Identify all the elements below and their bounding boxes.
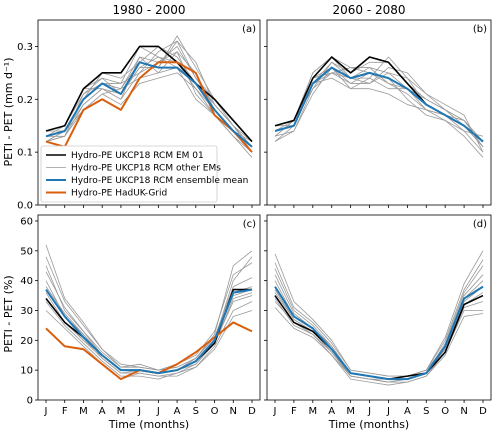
axes-frame xyxy=(37,19,261,206)
series-line-other-5 xyxy=(274,61,484,142)
legend-entry-label: Hydro-PE UKCP18 RCM other EMs xyxy=(71,164,221,174)
panel-d: (d)J F M A M J J A S O N D xyxy=(264,214,492,417)
series-line-mean-11 xyxy=(274,66,484,143)
x-axis-label-left: Time (months) xyxy=(108,418,189,431)
series-line-other-6 xyxy=(45,51,253,148)
panel-label: (c) xyxy=(243,219,256,230)
series-line-other-0 xyxy=(45,51,253,148)
series-line-mean-11 xyxy=(45,288,253,375)
x-tick-label: M xyxy=(308,406,317,417)
series-line-mean-11 xyxy=(274,285,484,381)
column-title-left: 1980 - 2000 xyxy=(112,3,185,17)
series-line-other-6 xyxy=(45,271,253,371)
x-tick-label: J xyxy=(44,406,48,417)
x-tick-label: J xyxy=(386,406,390,417)
x-axis-label-right: Time (months) xyxy=(328,418,409,431)
panel-a: (a) 0.0 0.1 0.2 0.3 xyxy=(17,19,261,212)
axes-frame xyxy=(37,214,261,401)
y-tick-label: 0.2 xyxy=(17,95,33,106)
panel-b: (b) xyxy=(264,19,492,208)
x-tick-label: M xyxy=(346,406,355,417)
series-line-other-6 xyxy=(275,72,484,148)
series-line-other-9 xyxy=(45,256,253,371)
x-tick-label: A xyxy=(174,406,181,417)
series-line-other-8 xyxy=(274,259,484,377)
y-tick-label: 30 xyxy=(20,306,33,317)
y-tick-label: 50 xyxy=(20,246,33,257)
series-line-other-5 xyxy=(274,307,484,386)
x-tick-label: O xyxy=(441,406,449,417)
x-tick-label: O xyxy=(211,406,219,417)
panel-label: (a) xyxy=(242,24,256,35)
y-tick-label: 0.1 xyxy=(17,148,33,159)
series-line-other-7 xyxy=(274,67,484,153)
y-tick-label: 0.3 xyxy=(17,42,33,53)
y-axis-label-top: PETI - PET (mm d⁻¹) xyxy=(2,57,15,166)
series-line-other-0 xyxy=(45,244,253,371)
series-line-other-1 xyxy=(45,40,253,142)
x-tick-label: S xyxy=(423,406,429,417)
series-line-mean-12 xyxy=(45,61,253,148)
series-line-other-0 xyxy=(274,61,484,142)
x-tick-label: J xyxy=(367,406,371,417)
legend-entry-label: Hydro-PE UKCP18 RCM ensemble mean xyxy=(71,176,248,186)
x-tick-label: F xyxy=(291,406,297,417)
column-title-right: 2060 - 2080 xyxy=(332,3,405,17)
series-line-obs-13 xyxy=(45,61,253,153)
x-tick-label: A xyxy=(328,406,335,417)
series-line-other-5 xyxy=(45,310,253,380)
y-tick-label: 40 xyxy=(20,276,33,287)
series-line-other-10 xyxy=(45,40,253,153)
panel-label: (b) xyxy=(473,24,487,35)
series-line-other-8 xyxy=(274,56,484,142)
x-tick-label: N xyxy=(230,406,237,417)
x-tick-label: D xyxy=(248,406,256,417)
series-line-other-0 xyxy=(274,250,484,377)
axes-frame xyxy=(266,19,492,206)
x-tick-label: J xyxy=(137,406,141,417)
x-tick-label: A xyxy=(404,406,411,417)
series-line-other-3 xyxy=(274,67,484,153)
x-tick-label: F xyxy=(62,406,68,417)
legend-entry-label: Hydro-PE UKCP18 RCM EM 01 xyxy=(71,151,204,161)
x-tick-label: M xyxy=(117,406,126,417)
series-line-em01-10 xyxy=(274,294,484,380)
x-tick-label: D xyxy=(479,406,487,417)
series-line-other-8 xyxy=(45,46,253,148)
x-tick-label: S xyxy=(193,406,199,417)
series-line-other-1 xyxy=(45,256,253,374)
y-axis-label-bottom: PETI - PET (%) xyxy=(2,275,15,352)
series-line-em01-11 xyxy=(45,45,253,143)
y-tick-label: 0.0 xyxy=(17,201,33,212)
x-tick-label: J xyxy=(156,406,160,417)
panel-label: (d) xyxy=(473,219,487,230)
series-line-other-4 xyxy=(274,298,483,383)
legend-entry-label: Hydro-PE HadUK-Grid xyxy=(71,189,167,199)
x-tick-label: J xyxy=(273,406,277,417)
x-tick-label: N xyxy=(460,406,467,417)
y-tick-label: 60 xyxy=(20,216,33,227)
legend-box xyxy=(40,145,218,203)
series-line-other-4 xyxy=(45,301,253,380)
y-tick-label: 10 xyxy=(20,366,33,377)
series-line-other-5 xyxy=(46,46,253,148)
x-tick-label: A xyxy=(99,406,106,417)
y-tick-label: 0 xyxy=(27,396,33,407)
axes-frame xyxy=(266,214,492,401)
x-tick-label: M xyxy=(79,406,88,417)
y-tick-label: 20 xyxy=(20,336,33,347)
legend: Hydro-PE UKCP18 RCM EM 01 Hydro-PE UKCP18… xyxy=(40,145,248,203)
